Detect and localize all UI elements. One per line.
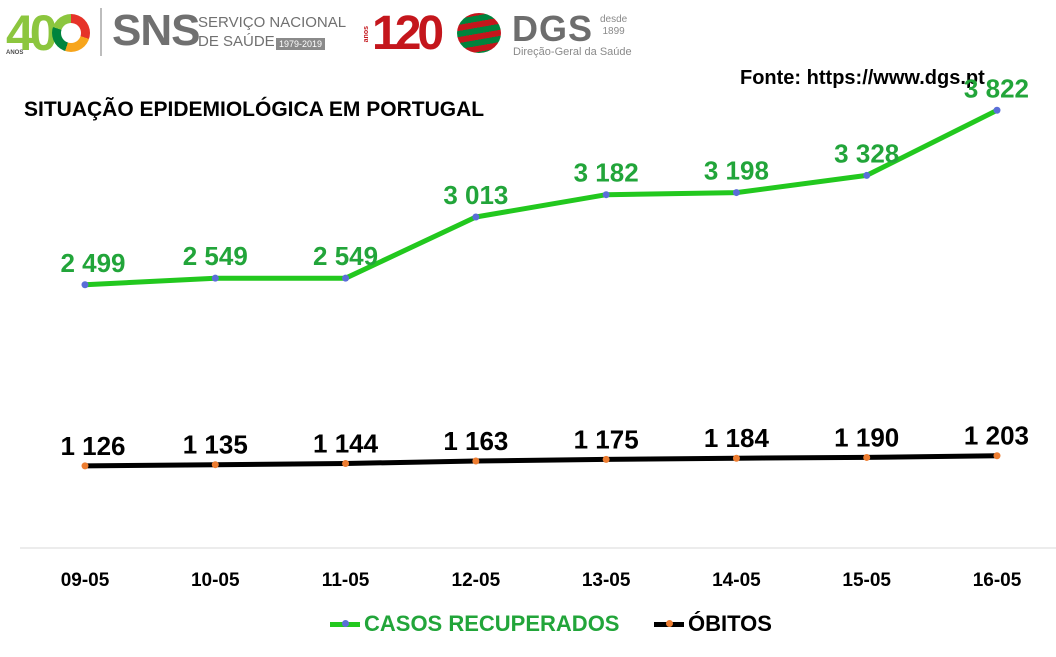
anniversary-120-logo: anos 120 — [362, 6, 444, 61]
x-tick-label: 10-05 — [191, 570, 240, 591]
legend-marker-recovered — [342, 619, 349, 627]
x-tick-label: 09-05 — [61, 570, 110, 591]
dgs-logo-text: DGS — [512, 8, 594, 49]
data-point-deaths — [472, 457, 480, 465]
data-label-deaths: 1 175 — [574, 424, 639, 454]
x-tick-label: 13-05 — [582, 570, 631, 591]
anniversary-40-logo: 40 ANOS — [6, 5, 90, 61]
data-label-deaths: 1 163 — [443, 426, 508, 456]
data-label-recovered: 2 499 — [60, 248, 125, 278]
chart-title: SITUAÇÃO EPIDEMIOLÓGICA EM PORTUGAL — [24, 98, 485, 121]
data-label-recovered: 3 822 — [964, 73, 1029, 103]
dgs-logo-subtitle: Direção-Geral da Saúde — [513, 46, 632, 58]
sns-logo-subtitle: SERVIÇO NACIONAL DE SAÚDE — [198, 13, 346, 51]
data-point-recovered — [993, 106, 1001, 114]
dgs-emblem-icon — [457, 13, 501, 53]
data-label-deaths: 1 126 — [60, 431, 125, 461]
data-point-recovered — [342, 274, 350, 282]
legend-item-deaths: ÓBITOS — [654, 610, 772, 638]
data-point-recovered — [472, 213, 480, 221]
data-label-recovered: 2 549 — [313, 241, 378, 271]
series-line-recovered — [82, 107, 1000, 288]
data-label-deaths: 1 190 — [834, 422, 899, 452]
dgs-since-label: desde — [600, 14, 628, 25]
data-label-recovered: 2 549 — [183, 241, 248, 271]
x-tick-label: 14-05 — [712, 570, 761, 591]
legend-marker-deaths — [666, 619, 673, 627]
data-label-deaths: 1 144 — [313, 429, 379, 459]
data-point-deaths — [81, 462, 89, 470]
data-point-deaths — [342, 460, 350, 468]
legend-item-recovered: CASOS RECUPERADOS — [330, 610, 619, 638]
legend-label-recovered: CASOS RECUPERADOS — [364, 611, 620, 636]
data-point-recovered — [81, 281, 89, 289]
x-tick-label: 16-05 — [973, 570, 1022, 591]
logo-40-ring-icon — [52, 14, 90, 52]
data-label-recovered: 3 198 — [704, 156, 769, 186]
series-line-deaths — [82, 453, 1000, 469]
data-point-recovered — [732, 189, 740, 197]
data-label-recovered: 3 182 — [574, 158, 639, 188]
logo-120-number: 120 — [372, 7, 444, 60]
source-note: Fonte: https://www.dgs.pt — [740, 67, 985, 89]
logo-40-sub: ANOS — [6, 50, 24, 56]
data-point-deaths — [211, 461, 219, 469]
data-point-recovered — [602, 191, 610, 199]
data-point-recovered — [211, 274, 219, 282]
sns-years-badge: 1979-2019 — [276, 38, 326, 50]
logo-40-number: 40 — [6, 5, 58, 61]
legend-swatch-recovered — [330, 619, 360, 627]
data-label-deaths: 1 184 — [704, 423, 770, 453]
data-point-deaths — [993, 452, 1001, 460]
data-point-deaths — [863, 453, 871, 461]
sns-subtitle-line1: SERVIÇO NACIONAL — [198, 14, 347, 31]
data-point-deaths — [732, 454, 740, 462]
x-tick-label: 15-05 — [842, 570, 891, 591]
data-label-recovered: 3 013 — [443, 180, 508, 210]
x-tick-label: 11-05 — [322, 570, 370, 591]
x-tick-label: 12-05 — [452, 570, 501, 591]
sns-logo-text: SNS — [112, 6, 200, 55]
header: 40 ANOS SNS SERVIÇO NACIONAL DE SAÚDE 19… — [0, 0, 1056, 70]
data-label-deaths: 1 203 — [964, 421, 1029, 451]
legend-label-deaths: ÓBITOS — [688, 611, 772, 636]
dgs-since-year: 1899 — [602, 26, 625, 37]
data-point-recovered — [863, 171, 871, 179]
dgs-since: desde 1899 — [600, 14, 627, 38]
sns-subtitle-line2: DE SAÚDE — [198, 33, 275, 50]
data-point-deaths — [602, 455, 610, 463]
data-label-deaths: 1 135 — [183, 430, 248, 460]
data-label-recovered: 3 328 — [834, 138, 899, 168]
header-divider — [100, 8, 102, 56]
legend-swatch-deaths — [654, 619, 684, 627]
